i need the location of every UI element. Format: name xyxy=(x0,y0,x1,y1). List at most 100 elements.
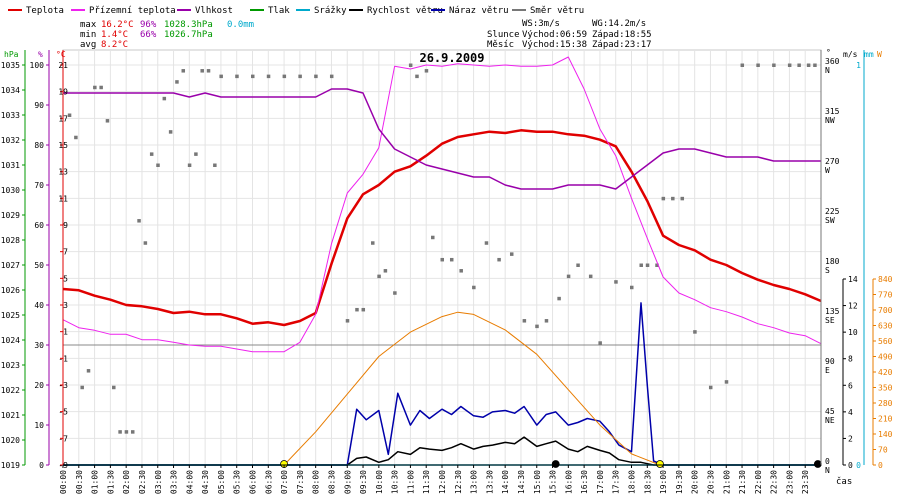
wind-dir-point xyxy=(639,263,643,267)
grid xyxy=(62,50,822,466)
x-tick-label: 01:30 xyxy=(106,470,115,494)
dir-tick-label: 225 xyxy=(825,207,840,216)
ms-tick-label: 2 xyxy=(848,434,853,443)
x-tick-label: 09:00 xyxy=(343,470,352,494)
x-tick-label: 05:00 xyxy=(217,470,226,494)
dir-tick-label: 45 xyxy=(825,407,835,416)
hpa-tick-label: 1035 xyxy=(1,61,20,70)
hpa-unit: hPa xyxy=(4,50,19,59)
marker-dot xyxy=(656,460,664,468)
wind-dir-point xyxy=(408,63,413,67)
wind-dir-point xyxy=(213,163,217,167)
wind-dir-point xyxy=(99,85,103,90)
wind-dir-point xyxy=(680,196,685,201)
wind-dir-point xyxy=(522,319,527,323)
x-tick-label: 19:30 xyxy=(675,470,684,494)
info-sun-label: Slunce xyxy=(487,30,520,40)
wind-dir-point xyxy=(598,341,602,345)
dir-tick-name: S xyxy=(825,266,830,275)
pct-tick-label: 10 xyxy=(34,421,44,430)
wind-dir-point xyxy=(345,319,350,323)
x-tick-label: 04:30 xyxy=(201,470,210,494)
wind-dir-point xyxy=(424,69,429,73)
w-tick-label: 420 xyxy=(878,368,893,377)
stat-avg-label: avg xyxy=(80,40,96,50)
stat-min-temp: 1.4°C xyxy=(101,30,128,40)
hpa-tick-label: 1019 xyxy=(1,461,20,470)
x-tick-label: 14:00 xyxy=(501,470,510,494)
wind-dir-point xyxy=(112,385,116,390)
stats-block: max 16.2°C 96% 1028.3hPa 0.0mm min 1.4°C… xyxy=(80,20,254,50)
hpa-tick-label: 1028 xyxy=(1,236,20,245)
x-tick-label: 19:00 xyxy=(659,470,668,494)
w-tick-label: 140 xyxy=(878,430,893,439)
dir-tick-name: NE xyxy=(825,416,835,425)
x-tick-label: 17:30 xyxy=(612,470,621,494)
wind-dir-point xyxy=(282,74,287,79)
wind-dir-point xyxy=(484,241,489,245)
x-tick-label: 16:30 xyxy=(580,470,589,494)
wind-dir-point xyxy=(377,274,381,279)
wind-dir-point xyxy=(740,63,745,67)
x-tick-label: 04:00 xyxy=(185,470,194,494)
dir-tick-label: 180 xyxy=(825,257,840,266)
wind-dir-point xyxy=(355,307,359,312)
x-tick-label: 06:00 xyxy=(249,470,258,494)
wind-dir-point xyxy=(645,263,650,267)
x-tick-label: 13:00 xyxy=(470,470,479,494)
w-tick-label: 490 xyxy=(878,353,893,362)
x-tick-label: 12:30 xyxy=(454,470,463,494)
wind-dir-point xyxy=(149,152,154,156)
ms-tick-label: 8 xyxy=(848,355,853,364)
wind-dir-point xyxy=(630,285,634,290)
pct-unit: % xyxy=(38,50,43,59)
hpa-tick-label: 1029 xyxy=(1,211,20,220)
legend-label: Přízemní teplota xyxy=(89,6,176,16)
wind-dir-point xyxy=(497,257,501,262)
wind-dir-point xyxy=(813,63,817,67)
ms-tick-label: 10 xyxy=(848,328,858,337)
wind-dir-point xyxy=(194,152,198,156)
x-tick-label: 09:30 xyxy=(359,470,368,494)
hpa-tick-label: 1026 xyxy=(1,286,20,295)
x-tick-label: 13:30 xyxy=(485,470,494,494)
pct-tick-label: 70 xyxy=(34,181,44,190)
wind-dir-point xyxy=(797,63,801,67)
pct-tick-label: 50 xyxy=(34,261,44,270)
hpa-tick-label: 1025 xyxy=(1,311,20,320)
wind-dir-point xyxy=(449,257,454,262)
legend-label: Teplota xyxy=(26,6,64,16)
wind-dir-point xyxy=(206,69,211,73)
wind-dir-point xyxy=(181,69,186,73)
wind-dir-point xyxy=(393,291,397,295)
mm-tick-label: 0 xyxy=(856,461,861,470)
info-moon-label: Měsíc xyxy=(487,40,514,50)
hpa-tick-label: 1030 xyxy=(1,186,20,195)
pct-tick-label: 100 xyxy=(30,61,45,70)
ms-tick-label: 0 xyxy=(848,461,853,470)
wind-dir-point xyxy=(661,196,666,201)
wind-dir-point xyxy=(168,130,173,134)
temp-tick-label: 17 xyxy=(58,114,68,123)
temp-tick-label: 15 xyxy=(58,141,68,150)
stat-max-press: 1028.3hPa xyxy=(164,20,213,30)
legend-label: Tlak xyxy=(268,6,290,16)
x-tick-label: 14:30 xyxy=(517,470,526,494)
x-tick-label: 16:00 xyxy=(564,470,573,494)
temp-tick-label: 11 xyxy=(58,194,68,203)
wind-dir-point xyxy=(67,113,72,117)
ms-tick-label: 4 xyxy=(848,408,853,417)
wind-dir-point xyxy=(614,280,618,284)
w-tick-label: 0 xyxy=(878,461,883,470)
wind-dir-point xyxy=(588,274,593,279)
wind-dir-point xyxy=(371,241,375,245)
wind-dir-point xyxy=(124,430,129,434)
hpa-tick-label: 1021 xyxy=(1,411,20,420)
wind-dir-point xyxy=(187,163,192,167)
wind-dir-point xyxy=(576,263,580,267)
dir-tick-name: SE xyxy=(825,316,835,325)
wind-dir-point xyxy=(472,285,476,290)
x-tick-label: 20:00 xyxy=(691,470,700,494)
temp-tick-label: 7 xyxy=(63,248,68,257)
